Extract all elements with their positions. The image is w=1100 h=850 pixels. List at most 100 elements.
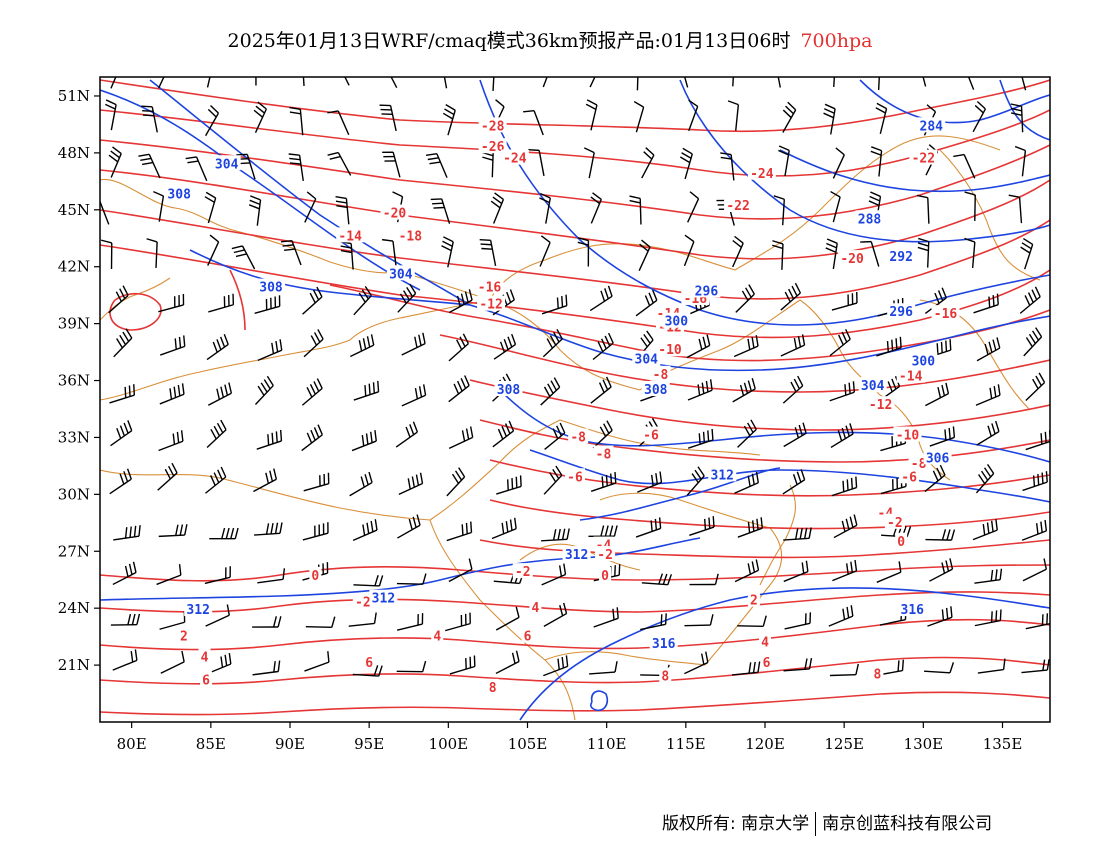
- wind-barb: [686, 334, 711, 359]
- wind-barb: [783, 422, 807, 448]
- temperature-label: 4: [433, 630, 441, 645]
- wind-barb: [446, 521, 473, 542]
- temperature-label: 4: [532, 601, 540, 616]
- wind-barb: [207, 234, 220, 266]
- temperature-label-bg: [565, 468, 585, 484]
- wind-barb: [1019, 286, 1041, 314]
- wind-barb: [543, 602, 568, 627]
- wind-barb: [248, 195, 262, 226]
- x-tick-label: 95E: [354, 735, 384, 753]
- y-tick-label: 24N: [58, 599, 90, 617]
- wind-barb: [288, 153, 304, 182]
- y-tick-label: 42N: [58, 258, 90, 276]
- wind-barb: [633, 100, 645, 133]
- wind-barb: [870, 146, 883, 177]
- temperature-label-bg: [759, 633, 771, 649]
- height-label-bg: [909, 352, 938, 368]
- wind-barb: [683, 234, 695, 267]
- wind-barb: [254, 522, 283, 536]
- wind-barb: [204, 104, 220, 137]
- temperature-label: -24: [750, 167, 774, 182]
- wind-barb: [425, 153, 448, 178]
- height-label: 300: [665, 315, 689, 330]
- wind-barb: [353, 380, 380, 401]
- wind-barb: [589, 285, 613, 312]
- height-label: 312: [186, 603, 209, 618]
- wind-barb: [588, 525, 618, 538]
- temperature-label-bg: [656, 341, 684, 357]
- height-label: 312: [711, 468, 734, 483]
- temperature-label-bg: [747, 164, 776, 180]
- y-tick-label: 27N: [58, 542, 90, 560]
- wind-barb: [542, 328, 563, 358]
- wind-barb: [953, 153, 976, 179]
- temperature-label: -10: [896, 429, 920, 444]
- height-label-bg: [887, 303, 916, 319]
- wind-barb: [737, 517, 763, 538]
- y-tick-label: 48N: [58, 144, 90, 162]
- temperature-label-bg: [396, 227, 425, 243]
- wind-barb: [113, 525, 141, 541]
- wind-barb: [353, 575, 384, 587]
- wind-barb: [720, 152, 735, 181]
- wind-barb: [975, 384, 1001, 406]
- wind-barb: [1014, 145, 1027, 177]
- wind-barb: [379, 104, 397, 132]
- wind-barb: [540, 377, 561, 406]
- y-tick-label: 33N: [58, 428, 90, 446]
- temperature-label: 8: [489, 681, 497, 696]
- wind-barb: [401, 332, 426, 356]
- wind-barb: [110, 420, 133, 447]
- wind-barb: [544, 422, 566, 450]
- wind-barb: [541, 563, 567, 586]
- wind-barb: [780, 334, 806, 357]
- wind-barb: [823, 103, 836, 135]
- temperature-label: -2: [887, 516, 903, 531]
- wind-barb: [430, 198, 451, 224]
- wind-barb: [100, 239, 113, 269]
- x-tick-label: 110E: [587, 735, 627, 753]
- temperature-label-bg: [486, 678, 499, 694]
- height-label: 300: [912, 355, 936, 370]
- temperature-label: 6: [524, 630, 532, 645]
- temperature-label: 2: [750, 594, 758, 609]
- y-tick-label: 21N: [58, 656, 90, 674]
- wind-barb: [352, 519, 378, 541]
- wind-barb: [289, 106, 304, 136]
- temperature-label: -20: [383, 207, 407, 222]
- wind-barb: [1008, 194, 1023, 224]
- wind-barb: [1022, 558, 1048, 582]
- wind-barb: [684, 651, 709, 675]
- wind-barb: [832, 559, 858, 582]
- temperature-label: -6: [901, 470, 917, 485]
- wind-barb: [592, 332, 614, 361]
- wind-barb: [257, 568, 286, 584]
- wind-barb: [733, 335, 759, 358]
- wind-barb: [1023, 327, 1043, 357]
- temperature-label: 4: [201, 651, 209, 666]
- height-label: 312: [565, 548, 588, 563]
- height-label: 296: [889, 305, 913, 320]
- wind-barb: [256, 429, 283, 450]
- wind-barb: [396, 613, 424, 631]
- temperature-label: -12: [479, 298, 502, 313]
- wind-barb: [105, 99, 117, 131]
- x-tick-label: 130E: [904, 735, 944, 753]
- wind-barb: [448, 558, 473, 583]
- wind-barb: [496, 475, 522, 495]
- wind-barb: [113, 328, 133, 358]
- height-label: 304: [215, 157, 239, 172]
- y-tick-label: 36N: [58, 372, 90, 390]
- wind-barb: [381, 238, 397, 267]
- wind-barb: [206, 419, 227, 448]
- temperature-label-bg: [363, 654, 376, 670]
- wind-barb: [1010, 103, 1024, 133]
- temperature-label-bg: [599, 566, 612, 582]
- wind-barb: [253, 468, 278, 493]
- height-label: 308: [497, 383, 521, 398]
- wind-barb: [205, 604, 230, 627]
- temperature-label-bg: [595, 546, 616, 562]
- wind-barb: [972, 519, 998, 541]
- wind-barb: [208, 293, 235, 313]
- height-label: 304: [861, 379, 885, 394]
